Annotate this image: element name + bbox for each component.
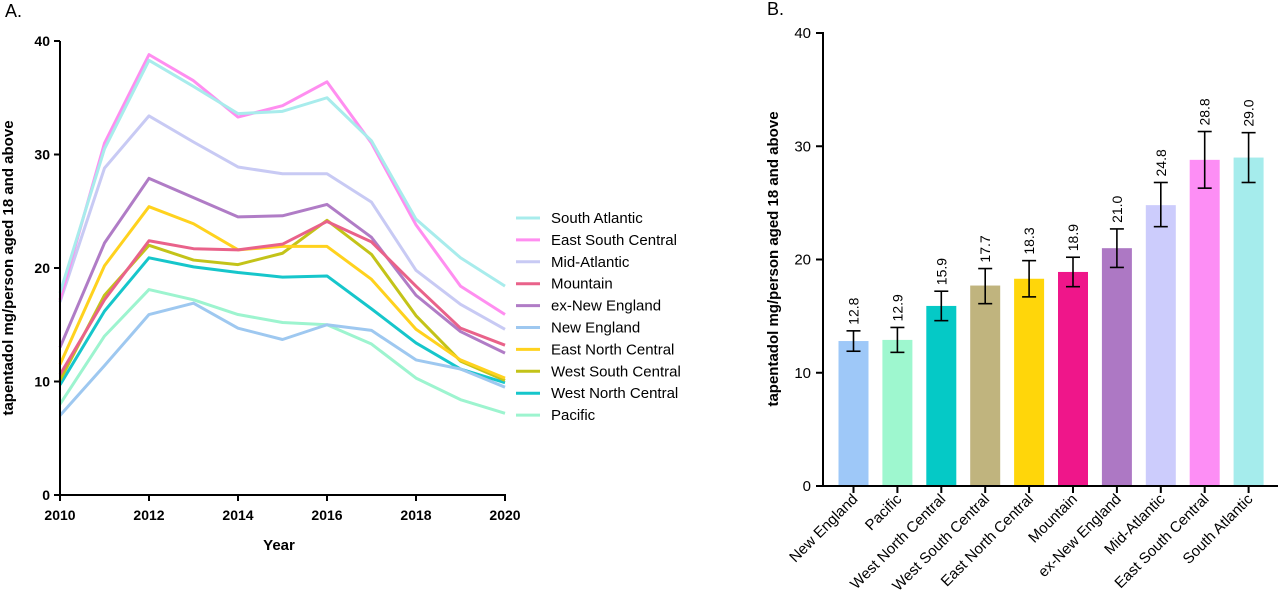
bar bbox=[1058, 271, 1088, 486]
data-label: 17.7 bbox=[977, 235, 993, 262]
panel-a-y-tick-label: 40 bbox=[34, 33, 50, 49]
panel-a-x-tick-label: 2012 bbox=[133, 507, 164, 523]
panel-a-y-ticks: 0 10 20 30 40 bbox=[34, 33, 60, 503]
panel-a-x-tick-label: 2014 bbox=[222, 507, 253, 523]
panel-b-data-labels: 12.8 12.9 15.9 17.7 18.3 18.9 21.0 24.8 28.8 29.0 bbox=[846, 98, 1257, 325]
panel-a-label: A. bbox=[5, 1, 22, 21]
series-line bbox=[58, 53, 506, 316]
legend-entry: South Atlantic bbox=[551, 210, 643, 227]
panel-a-y-axis-title: tapentadol mg/person aged 18 and above bbox=[0, 120, 17, 415]
legend-entry: ex-New England bbox=[551, 298, 661, 315]
series-line bbox=[58, 58, 506, 294]
legend-entry: New England bbox=[551, 320, 640, 337]
panel-b-y-tick-label: 30 bbox=[794, 138, 811, 155]
data-label: 29.0 bbox=[1241, 99, 1257, 126]
data-label: 12.8 bbox=[846, 297, 862, 324]
series-line bbox=[58, 205, 506, 380]
bar bbox=[1189, 159, 1220, 486]
legend-entry: West South Central bbox=[551, 363, 681, 380]
panel-b-y-axis-title: tapentadol mg/person aged 18 and above bbox=[765, 111, 782, 406]
panel-b-y-tick-label: 0 bbox=[803, 478, 811, 495]
bar bbox=[926, 305, 957, 486]
series-line bbox=[58, 114, 506, 331]
legend-entry: East South Central bbox=[551, 232, 677, 249]
legend-entry: Mid-Atlantic bbox=[551, 254, 630, 271]
panel-a-lines bbox=[58, 53, 506, 417]
data-label: 15.9 bbox=[933, 258, 949, 285]
panel-a-y-tick-label: 0 bbox=[42, 487, 50, 503]
panel-a-legend: South Atlantic East South Central Mid-Atla… bbox=[516, 210, 681, 424]
series-line bbox=[58, 301, 506, 417]
legend-entry: Mountain bbox=[551, 276, 613, 293]
panel-b-error-bars bbox=[846, 130, 1256, 354]
panel-b-y-tick-label: 40 bbox=[794, 25, 811, 42]
category-label: New England bbox=[786, 491, 861, 566]
panel-a-x-tick-label: 2010 bbox=[44, 507, 75, 523]
legend-entry: West North Central bbox=[551, 385, 678, 402]
bar bbox=[1014, 278, 1045, 486]
panel-b-y-ticks: 0 10 20 30 40 bbox=[794, 25, 823, 495]
data-label: 24.8 bbox=[1153, 149, 1169, 176]
data-label: 18.3 bbox=[1021, 227, 1037, 254]
bar bbox=[970, 285, 1001, 486]
panel-a-y-tick-label: 10 bbox=[34, 374, 50, 390]
panel-b-bars bbox=[838, 157, 1264, 486]
bar bbox=[1101, 248, 1132, 486]
panel-a-x-ticks: 2010 2012 2014 2016 2018 2020 bbox=[44, 495, 521, 523]
panel-a-x-tick-label: 2020 bbox=[489, 507, 520, 523]
panel-a: A. 0 10 20 30 40 2010 2012 2014 2016 2018 2020 Ye… bbox=[0, 1, 681, 554]
panel-a-y-tick-label: 30 bbox=[34, 147, 50, 163]
panel-a-x-tick-label: 2016 bbox=[311, 507, 342, 523]
bar bbox=[838, 341, 869, 486]
data-label: 18.9 bbox=[1065, 224, 1081, 251]
series-line bbox=[58, 256, 506, 386]
bar bbox=[1233, 157, 1264, 486]
panel-a-x-axis-title: Year bbox=[263, 537, 295, 554]
panel-b-label: B. bbox=[767, 0, 784, 19]
bar bbox=[882, 339, 913, 486]
series-line bbox=[58, 176, 506, 355]
legend-entry: Pacific bbox=[551, 407, 596, 424]
data-label: 12.9 bbox=[889, 294, 905, 321]
panel-b-y-tick-label: 20 bbox=[794, 252, 811, 269]
series-line bbox=[58, 219, 506, 376]
panel-b: B. 12.8 12.9 15.9 17.7 18.3 18.9 21.0 24.8 28.8 2… bbox=[765, 0, 1278, 595]
panel-a-y-tick-label: 20 bbox=[34, 260, 50, 276]
data-label: 28.8 bbox=[1197, 98, 1213, 125]
panel-a-x-tick-label: 2018 bbox=[400, 507, 431, 523]
data-label: 21.0 bbox=[1109, 195, 1125, 222]
legend-entry: East North Central bbox=[551, 341, 674, 358]
series-line bbox=[58, 288, 506, 415]
panel-b-y-tick-label: 10 bbox=[794, 365, 811, 382]
bar bbox=[1145, 205, 1176, 486]
